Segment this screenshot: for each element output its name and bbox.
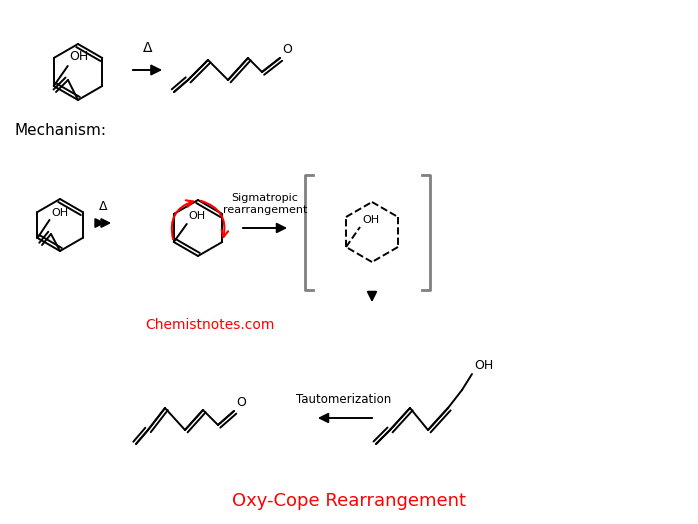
Text: Mechanism:: Mechanism: <box>14 123 106 138</box>
Text: OH: OH <box>362 215 379 225</box>
Text: O: O <box>282 43 292 56</box>
Text: Δ: Δ <box>98 200 107 213</box>
Text: Sigmatropic
rearrangement: Sigmatropic rearrangement <box>223 193 307 215</box>
Text: Tautomerization: Tautomerization <box>297 393 392 406</box>
Text: Oxy-Cope Rearrangement: Oxy-Cope Rearrangement <box>232 492 466 510</box>
Text: OH: OH <box>52 208 68 218</box>
Text: OH: OH <box>474 359 493 372</box>
Text: Chemistnotes.com: Chemistnotes.com <box>145 318 275 332</box>
Text: OH: OH <box>188 211 206 221</box>
Text: Δ: Δ <box>143 41 153 55</box>
Text: OH: OH <box>68 50 88 63</box>
Text: O: O <box>236 396 246 409</box>
